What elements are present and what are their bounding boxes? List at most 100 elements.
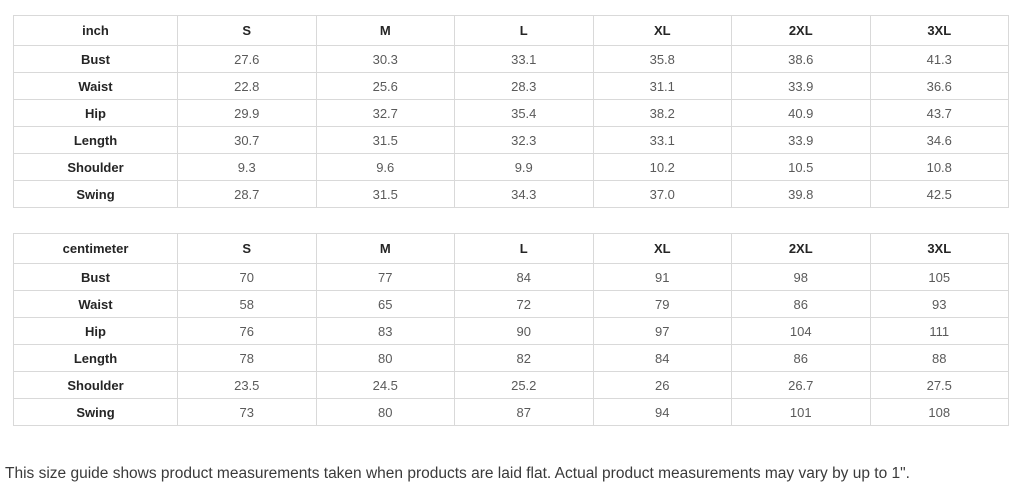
measurement-row: Swing 28.7 31.5 34.3 37.0 39.8 42.5 <box>13 180 1009 208</box>
measurement-value: 35.4 <box>454 99 594 127</box>
measurement-value: 38.6 <box>731 45 871 73</box>
measurement-value: 27.5 <box>869 371 1009 399</box>
measurement-value: 42.5 <box>869 180 1009 208</box>
measurement-value: 86 <box>731 290 871 318</box>
measurement-label: Hip <box>13 317 178 345</box>
measurement-label: Length <box>13 126 178 154</box>
measurement-value: 29.9 <box>177 99 317 127</box>
measurement-row: Shoulder 23.5 24.5 25.2 26 26.7 27.5 <box>13 371 1009 399</box>
size-column-header: 3XL <box>869 233 1009 264</box>
unit-header: centimeter <box>13 233 178 264</box>
measurement-value: 87 <box>454 398 594 426</box>
measurement-value: 76 <box>177 317 317 345</box>
size-column-header: L <box>454 15 594 46</box>
measurement-value: 22.8 <box>177 72 317 100</box>
size-column-header: S <box>177 233 317 264</box>
measurement-value: 10.8 <box>869 153 1009 181</box>
size-guide: inch S M L XL 2XL 3XL Bust 27.6 30.3 33.1 35.8 38.6 4… <box>13 15 1009 426</box>
size-column-header: S <box>177 15 317 46</box>
measurement-label: Bust <box>13 45 178 73</box>
measurement-value: 33.1 <box>592 126 732 154</box>
measurement-value: 101 <box>731 398 871 426</box>
measurement-value: 83 <box>315 317 455 345</box>
measurement-value: 33.9 <box>731 72 871 100</box>
measurement-row: Bust 70 77 84 91 98 105 <box>13 263 1009 291</box>
measurement-value: 80 <box>315 344 455 372</box>
measurement-label: Swing <box>13 180 178 208</box>
header-row: inch S M L XL 2XL 3XL <box>13 15 1009 46</box>
measurement-value: 65 <box>315 290 455 318</box>
measurement-label: Waist <box>13 290 178 318</box>
size-column-header: XL <box>592 233 732 264</box>
measurement-value: 58 <box>177 290 317 318</box>
measurement-value: 35.8 <box>592 45 732 73</box>
measurement-value: 84 <box>592 344 732 372</box>
size-column-header: L <box>454 233 594 264</box>
measurement-value: 9.3 <box>177 153 317 181</box>
measurement-value: 9.9 <box>454 153 594 181</box>
measurement-value: 9.6 <box>315 153 455 181</box>
measurement-value: 77 <box>315 263 455 291</box>
measurement-value: 88 <box>869 344 1009 372</box>
measurement-value: 28.7 <box>177 180 317 208</box>
measurement-row: Hip 76 83 90 97 104 111 <box>13 317 1009 345</box>
measurement-row: Hip 29.9 32.7 35.4 38.2 40.9 43.7 <box>13 99 1009 127</box>
measurement-value: 84 <box>454 263 594 291</box>
measurement-value: 31.1 <box>592 72 732 100</box>
measurement-value: 39.8 <box>731 180 871 208</box>
measurement-value: 36.6 <box>869 72 1009 100</box>
measurement-value: 33.9 <box>731 126 871 154</box>
measurement-value: 78 <box>177 344 317 372</box>
measurement-value: 70 <box>177 263 317 291</box>
size-guide-note: This size guide shows product measuremen… <box>5 465 910 482</box>
measurement-row: Length 78 80 82 84 86 88 <box>13 344 1009 372</box>
measurement-value: 34.3 <box>454 180 594 208</box>
size-column-header: 2XL <box>731 15 871 46</box>
measurement-value: 37.0 <box>592 180 732 208</box>
size-table-centimeter: centimeter S M L XL 2XL 3XL Bust 70 77 84 91 98 105 Wa… <box>13 233 1009 426</box>
measurement-value: 80 <box>315 398 455 426</box>
measurement-value: 31.5 <box>315 126 455 154</box>
measurement-value: 28.3 <box>454 72 594 100</box>
measurement-value: 108 <box>869 398 1009 426</box>
size-column-header: 2XL <box>731 233 871 264</box>
measurement-label: Shoulder <box>13 371 178 399</box>
measurement-value: 97 <box>592 317 732 345</box>
size-column-header: M <box>315 15 455 46</box>
measurement-value: 33.1 <box>454 45 594 73</box>
measurement-row: Swing 73 80 87 94 101 108 <box>13 398 1009 426</box>
measurement-value: 86 <box>731 344 871 372</box>
measurement-value: 26.7 <box>731 371 871 399</box>
measurement-value: 23.5 <box>177 371 317 399</box>
measurement-value: 26 <box>592 371 732 399</box>
measurement-value: 79 <box>592 290 732 318</box>
measurement-value: 43.7 <box>869 99 1009 127</box>
measurement-label: Hip <box>13 99 178 127</box>
measurement-value: 40.9 <box>731 99 871 127</box>
measurement-value: 104 <box>731 317 871 345</box>
measurement-value: 34.6 <box>869 126 1009 154</box>
measurement-value: 82 <box>454 344 594 372</box>
measurement-label: Bust <box>13 263 178 291</box>
header-row: centimeter S M L XL 2XL 3XL <box>13 233 1009 264</box>
unit-header: inch <box>13 15 178 46</box>
measurement-value: 10.2 <box>592 153 732 181</box>
measurement-value: 32.3 <box>454 126 594 154</box>
measurement-value: 31.5 <box>315 180 455 208</box>
measurement-value: 91 <box>592 263 732 291</box>
measurement-value: 38.2 <box>592 99 732 127</box>
measurement-value: 90 <box>454 317 594 345</box>
measurement-value: 24.5 <box>315 371 455 399</box>
measurement-value: 105 <box>869 263 1009 291</box>
measurement-label: Shoulder <box>13 153 178 181</box>
measurement-value: 41.3 <box>869 45 1009 73</box>
measurement-label: Swing <box>13 398 178 426</box>
measurement-value: 93 <box>869 290 1009 318</box>
measurement-value: 94 <box>592 398 732 426</box>
measurement-value: 73 <box>177 398 317 426</box>
size-column-header: M <box>315 233 455 264</box>
measurement-label: Waist <box>13 72 178 100</box>
measurement-row: Bust 27.6 30.3 33.1 35.8 38.6 41.3 <box>13 45 1009 73</box>
measurement-value: 25.2 <box>454 371 594 399</box>
size-table-inch: inch S M L XL 2XL 3XL Bust 27.6 30.3 33.1 35.8 38.6 4… <box>13 15 1009 208</box>
